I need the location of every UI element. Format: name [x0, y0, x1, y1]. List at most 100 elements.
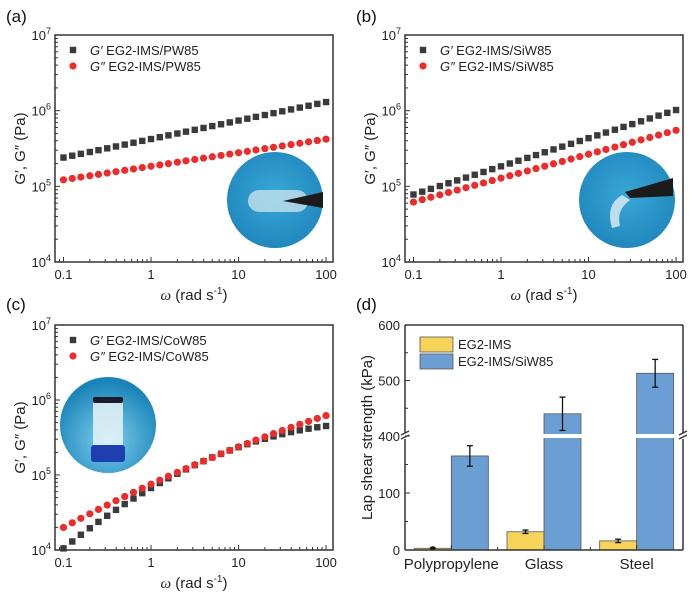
data-point: [296, 104, 303, 111]
data-point: [409, 198, 418, 206]
data-point: [313, 414, 321, 423]
data-point: [191, 126, 198, 134]
legend-entry: G′ EG2-IMS/PW85: [90, 43, 199, 58]
data-point: [314, 100, 321, 108]
data-point: [156, 476, 164, 484]
data-point: [541, 149, 548, 156]
x-tick-label: 0.1: [54, 267, 72, 282]
data-point: [629, 120, 636, 128]
data-point: [664, 109, 671, 117]
plot-frame: [54, 34, 334, 263]
x-tick-label: 100: [665, 267, 687, 282]
y-tick-label: 105: [382, 177, 401, 194]
data-point: [226, 150, 234, 158]
data-point: [462, 174, 470, 181]
data-point: [454, 177, 461, 184]
x-tick-label: 100: [315, 555, 337, 570]
data-point: [182, 128, 190, 135]
x-category-label: Steel: [620, 556, 654, 573]
data-point: [103, 501, 111, 509]
x-axis-label: ω (rad s-1): [160, 286, 227, 304]
data-point: [59, 523, 68, 532]
data-point: [602, 129, 610, 136]
x-tick-label: 0.1: [54, 555, 72, 570]
data-point: [654, 131, 663, 139]
y-tick-label: 104: [382, 253, 401, 270]
legend-entry: EG2-IMS/SiW85: [458, 354, 553, 369]
data-point: [305, 425, 312, 432]
data-point: [95, 146, 102, 154]
y-tick-label: 106: [32, 102, 51, 119]
data-point: [270, 109, 277, 117]
data-point: [252, 146, 260, 154]
plot-frame: [404, 34, 684, 263]
data-point: [69, 538, 76, 545]
data-point: [147, 162, 155, 170]
data-point: [209, 122, 216, 130]
data-point: [322, 422, 330, 430]
data-point: [156, 134, 163, 141]
data-point: [86, 172, 94, 180]
data-point: [77, 150, 85, 158]
data-point: [77, 173, 85, 181]
panel-d: (d) 0 100 400 500 600 Polypropylene Glass Steel L…: [356, 295, 688, 573]
y-tick-label: 104: [32, 541, 51, 558]
data-point: [576, 153, 584, 161]
y-tick-label: 0: [393, 543, 400, 558]
data-point: [112, 143, 120, 150]
data-point: [208, 453, 216, 462]
x-tick-label: 100: [315, 267, 337, 282]
data-point: [86, 525, 94, 532]
data-point: [147, 135, 155, 143]
data-point: [95, 518, 102, 526]
legend-swatch: [419, 336, 454, 353]
data-point: [121, 166, 129, 174]
x-tick-label: 10: [581, 267, 595, 282]
legend-marker: [69, 352, 77, 360]
data-point: [252, 436, 260, 444]
tweezers-icon: [625, 178, 673, 198]
legend-marker: [419, 62, 427, 70]
x-tick-label: 1: [147, 555, 154, 570]
data-point: [147, 484, 155, 492]
data-point: [287, 428, 295, 436]
data-point: [567, 155, 575, 163]
data-point: [130, 495, 137, 502]
data-point: [77, 514, 85, 522]
data-point: [655, 112, 662, 119]
inset-photo: [579, 152, 675, 248]
data-point: [427, 185, 435, 193]
vial-base: [91, 445, 125, 462]
x-axis-label: ω (rad s-1): [510, 286, 577, 304]
data-point: [646, 115, 653, 122]
legend-entry: G′ EG2-IMS/SiW85: [440, 43, 552, 58]
data-point: [69, 152, 76, 159]
data-point: [322, 135, 330, 143]
data-point: [147, 480, 155, 488]
data-point: [637, 118, 645, 125]
data-point: [445, 180, 452, 187]
bar: [636, 372, 675, 551]
data-point: [86, 148, 94, 156]
data-point: [156, 161, 164, 169]
data-point: [129, 488, 138, 496]
data-point: [235, 117, 242, 124]
data-point: [672, 106, 680, 114]
data-point: [130, 139, 137, 146]
y-tick-label: 107: [382, 26, 401, 43]
legend-marker: [69, 62, 77, 70]
data-point: [112, 506, 120, 514]
data-point: [226, 119, 233, 126]
x-category-label: Polypropylene: [404, 556, 499, 573]
data-point: [567, 140, 575, 148]
data-point: [523, 167, 531, 175]
data-point: [139, 489, 146, 497]
panel-b: (b) 0.1 1 10 100 104 105 106 107 ω (rad s-1) G′, G…: [356, 7, 687, 304]
data-point: [296, 139, 304, 147]
data-point: [304, 417, 313, 425]
data-point: [584, 150, 593, 158]
plot-frame: [54, 324, 334, 551]
data-point: [261, 433, 269, 441]
panel-a: (a) 0.1 1 10 100 104 105 106 107 ω (rad s-1) G′, G…: [6, 7, 337, 304]
x-category-label: Glass: [525, 556, 563, 573]
